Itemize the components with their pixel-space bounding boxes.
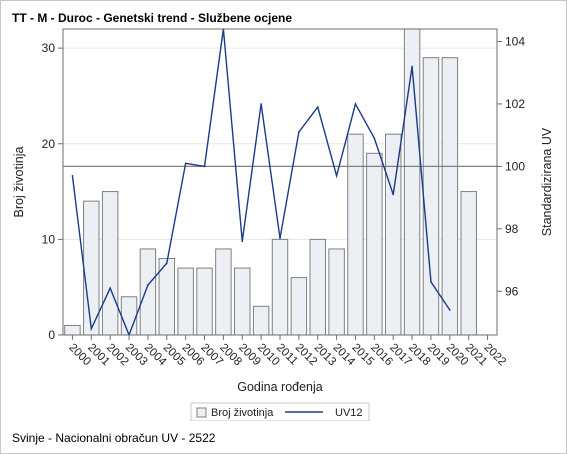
uv12-point-2001 [90,327,93,330]
right-tick-label-104: 104 [505,34,525,48]
bar-2006 [177,267,194,336]
right-tick-label-102: 102 [505,97,525,111]
bar-2014 [328,248,345,336]
uv12-point-2017 [392,193,395,196]
footnote: Svinje - Nacionalni obračun UV - 2522 [12,431,216,445]
uv12-point-2002 [109,287,111,289]
uv12-point-2010 [260,103,262,105]
uv12-point-2020 [449,309,451,311]
combo-chart: 0102030969810010210420002001200220032004… [12,28,554,421]
left-tick-label-30: 30 [42,41,56,55]
uv12-point-2018 [411,65,413,68]
line-series [71,28,451,337]
bar-2016 [366,152,383,336]
left-tick-label-0: 0 [48,328,55,342]
x-axis-title: Godina rođenja [237,380,323,394]
right-tick-label-96: 96 [505,284,519,298]
bar-2000 [64,324,81,336]
uv12-point-2005 [165,262,168,264]
bar-2003 [120,296,138,336]
bar-2007 [196,267,213,336]
right-axis-title: Standardizirana UV [540,127,554,236]
legend-box [190,402,370,421]
left-tick-label-20: 20 [42,137,56,151]
uv12-point-2007 [203,165,206,168]
bar-2001 [83,200,100,336]
bar-2020 [441,57,459,336]
uv12-point-2015 [354,103,357,105]
left-tick-label-10: 10 [42,232,56,246]
bar-2002 [101,191,119,336]
legend-swatch-bar [196,407,207,418]
bar-2004 [139,248,157,336]
bar-2018 [403,28,421,336]
bar-2012 [290,277,308,336]
uv12-point-2012 [298,131,300,133]
bar-2015 [347,133,364,336]
bar-2013 [309,238,326,336]
bar-2009 [234,267,251,336]
uv12-point-2014 [335,174,338,177]
bar-2019 [422,57,440,336]
uv12-point-2011 [279,237,281,240]
bar-2008 [215,248,232,336]
uv12-point-2019 [430,281,432,283]
bar-2017 [384,133,402,336]
chart-title: TT - M - Duroc - Genetski trend - Službe… [12,11,293,25]
uv12-point-2000 [71,174,74,177]
uv12-point-2013 [316,106,319,108]
right-tick-label-98: 98 [505,222,519,236]
left-axis-title: Broj životinja [12,147,26,218]
uv12-point-2016 [373,137,376,140]
legend-label-line: UV12 [335,407,363,419]
uv12-point-2004 [147,284,149,286]
right-tick-label-100: 100 [505,159,525,173]
bar-2011 [271,238,289,336]
legend: Broj životinja UV12 [190,402,370,421]
legend-label-bar: Broj životinja [211,407,274,419]
bar-2010 [252,305,270,336]
uv12-point-2006 [184,162,187,165]
uv12-point-2009 [241,240,244,243]
bar-series [64,28,477,336]
bar-2021 [460,191,477,336]
